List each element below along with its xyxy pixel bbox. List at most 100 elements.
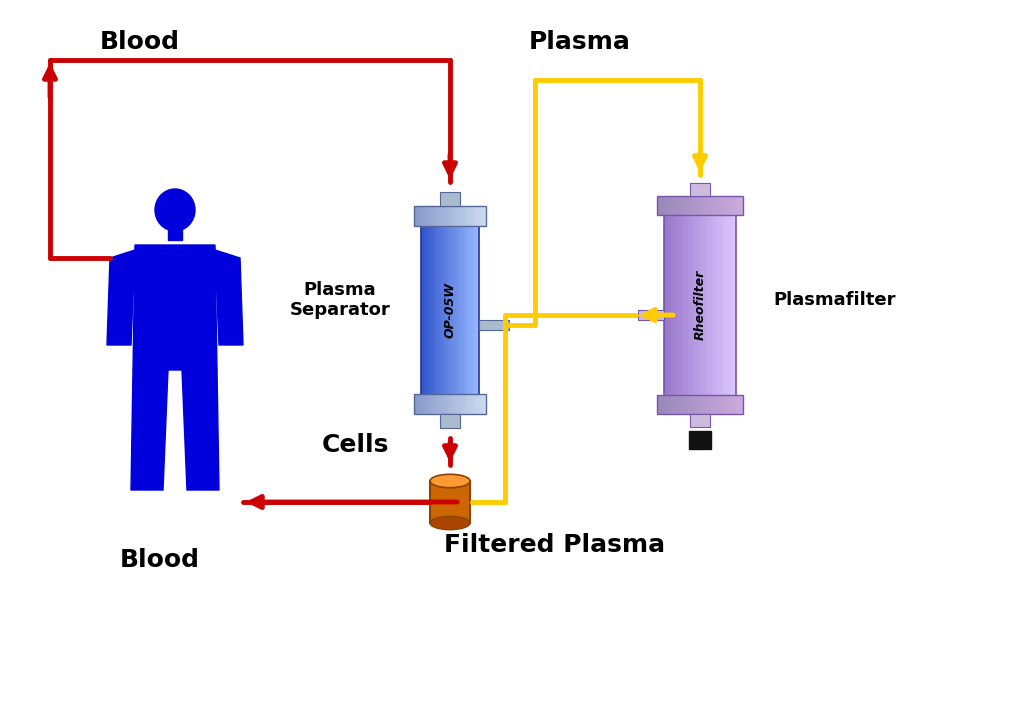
Bar [467,206,469,226]
Bar [706,196,709,215]
Bar [671,395,674,414]
Bar [737,395,740,414]
Text: Plasmafilter: Plasmafilter [774,291,896,309]
Bar [458,206,460,226]
Bar [414,394,486,414]
Bar [471,210,473,410]
Bar [717,200,719,410]
Bar [479,394,481,414]
Bar [476,206,479,226]
Bar [720,196,723,215]
Bar [669,196,671,215]
Bar [726,395,729,414]
Ellipse shape [430,516,470,530]
Text: Plasma
Separator: Plasma Separator [290,280,390,320]
Bar [438,206,440,226]
Bar [474,394,476,414]
Bar [676,200,678,410]
Bar [680,395,683,414]
Bar [683,200,686,410]
Bar [656,395,659,414]
Bar [720,395,723,414]
Bar [731,200,733,410]
Bar [724,200,726,410]
Text: Blood: Blood [100,30,180,54]
Bar [694,196,697,215]
Polygon shape [215,250,243,345]
Text: OP-05W: OP-05W [443,282,457,338]
Bar [659,395,663,414]
Bar [450,210,452,410]
Bar [664,200,736,410]
Bar [447,206,450,226]
Polygon shape [182,370,219,490]
Bar [447,394,450,414]
Bar [442,210,444,410]
Ellipse shape [430,474,470,488]
Bar [421,206,423,226]
Bar [700,200,702,410]
Bar [693,200,695,410]
Bar [664,200,667,410]
Bar [446,210,449,410]
Bar [708,200,710,410]
Bar [421,394,423,414]
Bar [449,210,450,410]
Bar [429,210,431,410]
Bar [460,394,462,414]
Bar [726,200,729,410]
Bar [656,196,659,215]
Bar [414,394,416,414]
Bar [414,206,486,226]
Bar [426,206,428,226]
Bar [450,394,453,414]
Bar [671,200,674,410]
Bar [440,206,442,226]
Bar [454,210,456,410]
Bar [715,196,717,215]
Bar [686,196,688,215]
Bar [715,395,717,414]
Bar [467,394,469,414]
Bar [659,196,663,215]
Bar [483,206,486,226]
Ellipse shape [155,189,195,231]
Bar [677,196,680,215]
Bar [667,200,669,410]
Bar [678,200,681,410]
Bar [732,395,734,414]
Bar [712,395,715,414]
Bar [466,210,467,410]
Bar [717,395,720,414]
Bar [683,196,686,215]
Bar [479,206,481,226]
Bar [680,196,683,215]
Bar [700,196,702,215]
Bar [472,206,474,226]
Bar [723,395,726,414]
Bar [423,394,426,414]
Bar [691,196,694,215]
Polygon shape [106,250,135,345]
Bar [722,200,724,410]
Bar [440,394,442,414]
Bar [719,200,722,410]
Bar [479,320,509,330]
Bar [452,210,454,410]
Bar [423,206,426,226]
Bar [473,210,475,410]
Bar [686,395,688,414]
Bar [469,210,471,410]
Bar [710,200,712,410]
Bar [467,210,469,410]
Bar [712,196,715,215]
Bar [456,210,458,410]
Bar [440,192,460,206]
Bar [681,200,683,410]
Bar [677,395,680,414]
Bar [434,210,436,410]
Bar [702,196,706,215]
Bar [712,200,715,410]
Bar [688,395,691,414]
Bar [453,206,455,226]
